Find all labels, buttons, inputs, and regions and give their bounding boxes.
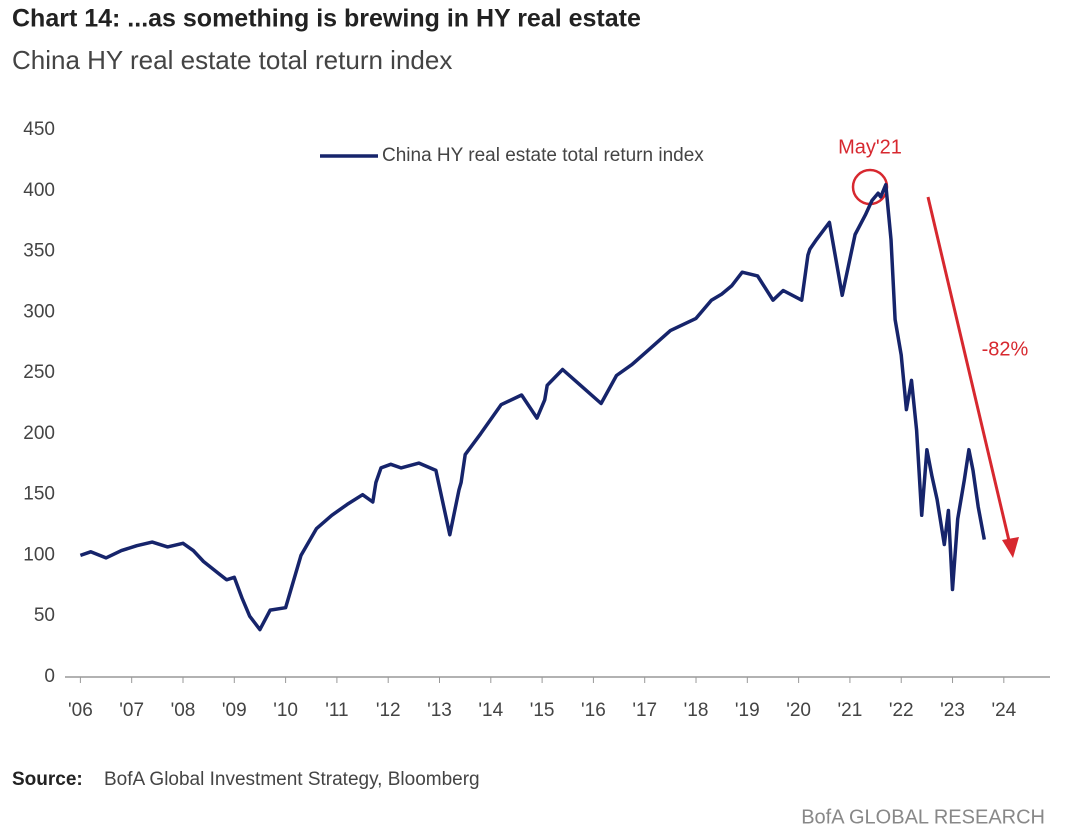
annotation: -82%: [982, 338, 1029, 360]
x-tick-label: '22: [889, 700, 914, 721]
x-tick-label: '10: [273, 700, 298, 721]
x-tick-label: '21: [838, 700, 863, 721]
x-tick-label: '19: [735, 700, 760, 721]
x-tick-label: '14: [478, 700, 503, 721]
arrow-head: [1002, 537, 1019, 558]
x-tick-label: '08: [171, 700, 196, 721]
x-tick-label: '16: [581, 700, 606, 721]
y-tick-label: 150: [23, 484, 55, 505]
x-tick-label: '06: [68, 700, 93, 721]
y-tick-label: 400: [23, 180, 55, 201]
y-tick-label: 450: [23, 119, 55, 140]
chart-title: Chart 14: ...as something is brewing in …: [12, 5, 641, 33]
x-tick-label: '11: [325, 700, 348, 721]
y-tick-label: 250: [23, 362, 55, 383]
peak-circle: [851, 168, 889, 206]
x-tick-label: '13: [427, 700, 452, 721]
y-tick-label: 100: [23, 544, 55, 565]
y-tick-label: 300: [23, 301, 55, 322]
branding: BofA GLOBAL RESEARCH: [801, 806, 1045, 828]
x-tick-label: '07: [119, 700, 144, 721]
y-tick-label: 0: [44, 666, 55, 687]
x-tick-label: '23: [940, 700, 965, 721]
annotation: May'21: [838, 136, 902, 158]
decline-arrow: [926, 196, 1012, 546]
y-tick-label: 50: [34, 605, 55, 626]
x-tick-label: '24: [991, 700, 1016, 721]
chart-subtitle: China HY real estate total return index: [12, 45, 452, 75]
source-label: Source:: [12, 769, 83, 790]
x-tick-label: '09: [222, 700, 247, 721]
y-tick-label: 200: [23, 423, 55, 444]
x-tick-label: '18: [684, 700, 709, 721]
x-tick-label: '17: [632, 700, 657, 721]
y-tick-label: 350: [23, 241, 55, 262]
x-tick-label: '12: [376, 700, 401, 721]
source: BofA Global Investment Strategy, Bloombe…: [104, 769, 480, 790]
legend-label: China HY real estate total return index: [382, 145, 704, 166]
x-tick-label: '20: [786, 700, 811, 721]
x-tick-label: '15: [530, 700, 555, 721]
series-line: [79, 182, 987, 632]
